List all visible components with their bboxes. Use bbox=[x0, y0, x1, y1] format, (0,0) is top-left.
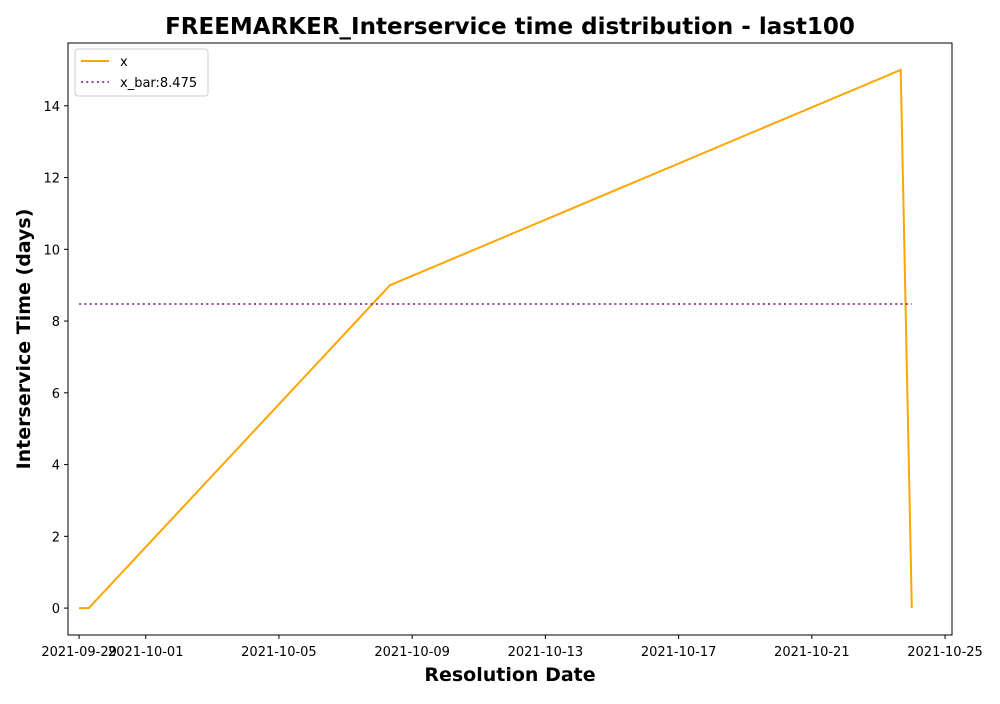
x-tick-label: 2021-10-05 bbox=[241, 645, 317, 660]
plot-frame bbox=[68, 43, 952, 635]
x-tick-label: 2021-10-01 bbox=[108, 645, 184, 660]
y-axis-label: Interservice Time (days) bbox=[13, 209, 35, 470]
x-tick-label: 2021-10-13 bbox=[508, 645, 584, 660]
y-tick-label: 0 bbox=[52, 602, 60, 617]
legend-label: x_bar:8.475 bbox=[120, 76, 197, 91]
chart-title: FREEMARKER_Interservice time distributio… bbox=[165, 14, 855, 40]
series-line-x bbox=[79, 70, 912, 608]
y-tick-label: 2 bbox=[52, 530, 60, 545]
x-tick-label: 2021-10-21 bbox=[774, 645, 850, 660]
x-tick-label: 2021-10-25 bbox=[907, 645, 983, 660]
y-tick-label: 8 bbox=[52, 315, 60, 330]
x-tick-label: 2021-09-29 bbox=[41, 645, 117, 660]
x-tick-label: 2021-10-09 bbox=[374, 645, 450, 660]
legend: x x_bar:8.475 bbox=[75, 49, 208, 96]
x-axis-label: Resolution Date bbox=[424, 664, 595, 686]
y-tick-label: 12 bbox=[43, 172, 60, 187]
y-tick-label: 10 bbox=[43, 243, 60, 258]
x-tick-label: 2021-10-17 bbox=[641, 645, 717, 660]
y-tick-label: 14 bbox=[43, 100, 60, 115]
y-tick-label: 4 bbox=[52, 459, 60, 474]
legend-label: x bbox=[120, 55, 128, 70]
y-tick-label: 6 bbox=[52, 387, 60, 402]
